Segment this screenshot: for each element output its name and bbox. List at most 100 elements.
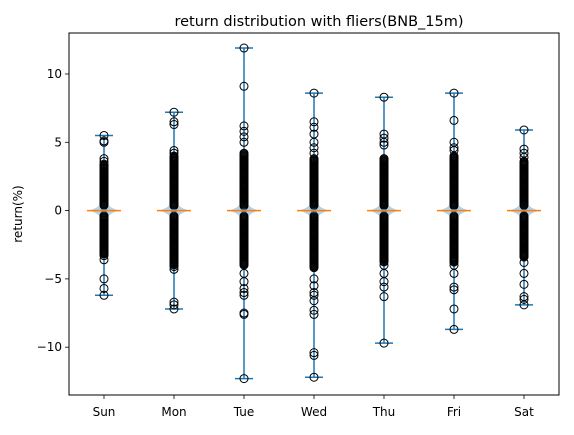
flier-point [99, 130, 109, 140]
flier-point [99, 137, 109, 147]
flier-point [449, 115, 459, 125]
x-tick-label: Thu [372, 405, 396, 419]
flier-point [309, 143, 319, 153]
flier-point [169, 120, 179, 130]
flier-dense [379, 257, 389, 267]
flier-point [449, 304, 459, 314]
violin-box-wed [297, 88, 331, 382]
chart-title: return distribution with fliers(BNB_15m) [174, 14, 463, 30]
flier-point [519, 294, 529, 304]
flier-dense [449, 257, 459, 267]
flier-point [449, 282, 459, 292]
flier-point [309, 122, 319, 132]
y-tick-label: 10 [47, 67, 62, 81]
x-tick-label: Tue [233, 405, 255, 419]
flier-point [519, 148, 529, 158]
flier-point [309, 88, 319, 98]
y-axis-label: return(%) [11, 185, 25, 242]
flier-point [99, 156, 109, 166]
flier-point [449, 88, 459, 98]
flier-point [379, 277, 389, 287]
flier-point [99, 290, 109, 300]
flier-point [169, 145, 179, 155]
flier-point [449, 324, 459, 334]
flier-point [169, 262, 179, 272]
violin-box-sun [87, 130, 121, 300]
flier-dense [239, 201, 249, 211]
flier-point [309, 281, 319, 291]
violin-box-sat [507, 125, 541, 310]
flier-point [379, 92, 389, 102]
flier-point [239, 137, 249, 147]
flier-point [309, 117, 319, 127]
flier-point [309, 309, 319, 319]
flier-point [309, 348, 319, 358]
violin-box-mon [157, 107, 191, 314]
flier-point [239, 132, 249, 142]
flier-point [309, 137, 319, 147]
plot-area [87, 43, 541, 384]
flier-point [379, 137, 389, 147]
flier-point [519, 125, 529, 135]
flier-point [309, 305, 319, 315]
flier-point [239, 43, 249, 53]
flier-point [169, 107, 179, 117]
flier-point [519, 152, 529, 162]
flier-point [379, 140, 389, 150]
flier-point [449, 143, 459, 153]
flier-point [309, 372, 319, 382]
violin-box-fri [437, 88, 471, 334]
flier-point [239, 126, 249, 136]
flier-point [379, 282, 389, 292]
flier-point [309, 274, 319, 284]
violin-box-thu [367, 92, 401, 348]
flier-point [449, 285, 459, 295]
flier-point [169, 300, 179, 310]
flier-point [99, 274, 109, 284]
y-tick-label: 5 [54, 135, 62, 149]
flier-point [239, 121, 249, 131]
flier-point [239, 288, 249, 298]
flier-dense [519, 252, 529, 262]
flier-point [169, 304, 179, 314]
flier-point [169, 264, 179, 274]
violin-box-tue [227, 43, 261, 384]
flier-point [169, 297, 179, 307]
flier-point [239, 277, 249, 287]
flier-point [99, 154, 109, 164]
flier-point [99, 283, 109, 293]
flier-point [239, 374, 249, 384]
flier-dense [309, 263, 319, 273]
flier-point [379, 292, 389, 302]
x-tick-label: Wed [301, 405, 327, 419]
flier-point [99, 251, 109, 261]
flier-point [169, 148, 179, 158]
x-tick-label: Mon [161, 405, 186, 419]
flier-point [239, 309, 249, 319]
flier-point [309, 350, 319, 360]
flier-point [449, 268, 459, 278]
flier-point [239, 283, 249, 293]
flier-point [379, 338, 389, 348]
flier-point [239, 290, 249, 300]
x-tick-label: Sat [514, 405, 534, 419]
flier-point [169, 117, 179, 127]
flier-point [519, 279, 529, 289]
flier-point [519, 300, 529, 310]
x-tick-label: Fri [447, 405, 461, 419]
flier-point [309, 290, 319, 300]
flier-point [99, 255, 109, 265]
y-tick-label: 0 [54, 204, 62, 218]
y-tick-label: −10 [37, 340, 62, 354]
flier-point [449, 145, 459, 155]
y-tick-label: −5 [44, 272, 62, 286]
flier-point [309, 296, 319, 306]
flier-point [309, 148, 319, 158]
x-tick-label: Sun [93, 405, 116, 419]
flier-point [519, 268, 529, 278]
flier-point [239, 81, 249, 91]
flier-point [379, 133, 389, 143]
flier-point [519, 257, 529, 267]
